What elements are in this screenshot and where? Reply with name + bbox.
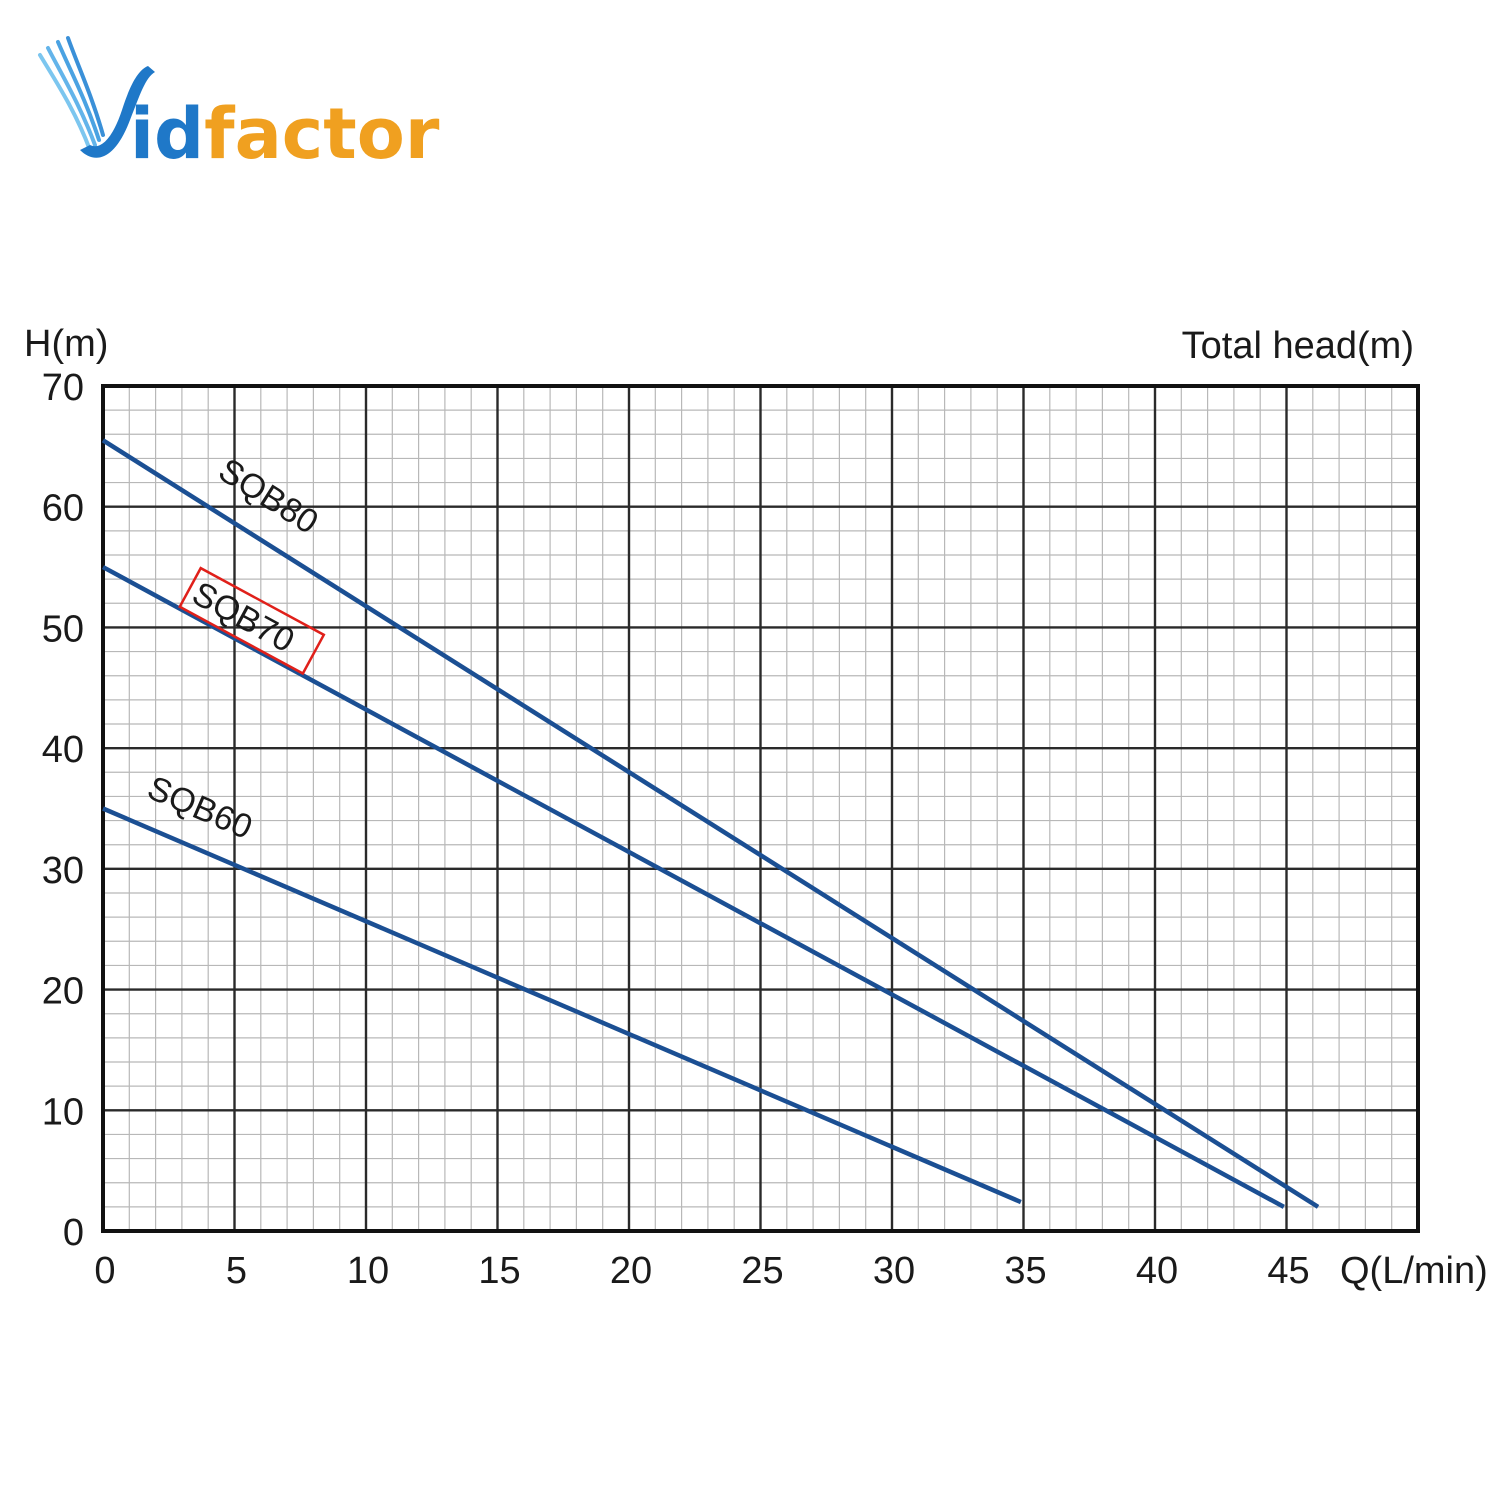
y-tick-label: 50 [42, 608, 84, 650]
tick-labels: 0 5 10 15 20 25 30 35 40 45 0 10 20 30 40 50 60 70 [42, 367, 1310, 1292]
y-tick-label: 60 [42, 488, 84, 530]
bird-icon [38, 36, 155, 158]
y-tick-label: 20 [42, 971, 84, 1013]
series-line-sqb80 [101, 438, 1320, 1209]
series-line-sqb70 [101, 565, 1285, 1209]
series-label-group-sqb60: SQB60 [142, 769, 258, 847]
y-tick-label: 30 [42, 850, 84, 892]
x-tick-label: 25 [741, 1250, 783, 1292]
series-label-sqb70: SQB70 [186, 574, 300, 660]
series-label-sqb60: SQB60 [142, 769, 258, 847]
series-line-sqb60 [102, 806, 1022, 1205]
x-tick-label: 10 [347, 1250, 389, 1292]
y-tick-label: 70 [42, 367, 84, 409]
y-tick-label: 10 [42, 1091, 84, 1133]
x-tick-label: 45 [1267, 1250, 1309, 1292]
y-axis-label-right: Total head(m) [1182, 325, 1414, 367]
x-tick-label: 20 [610, 1250, 652, 1292]
x-tick-label: 15 [478, 1250, 520, 1292]
series-label-group-sqb80: SQB80 [212, 451, 325, 542]
x-tick-label: 5 [226, 1250, 247, 1292]
x-axis-label: Q(L/min) [1340, 1250, 1488, 1292]
series-lines [101, 438, 1320, 1209]
brand-logo: idfactor [38, 36, 440, 175]
x-tick-label: 30 [873, 1250, 915, 1292]
y-tick-label: 40 [42, 729, 84, 771]
x-tick-label: 35 [1004, 1250, 1046, 1292]
y-tick-label: 0 [63, 1212, 84, 1254]
series-label-sqb80: SQB80 [212, 451, 325, 542]
y-axis-label: H(m) [24, 323, 108, 365]
x-tick-label: 0 [94, 1250, 115, 1292]
x-tick-label: 40 [1136, 1250, 1178, 1292]
highlight-box [178, 566, 326, 676]
logo-text: idfactor [130, 93, 440, 175]
